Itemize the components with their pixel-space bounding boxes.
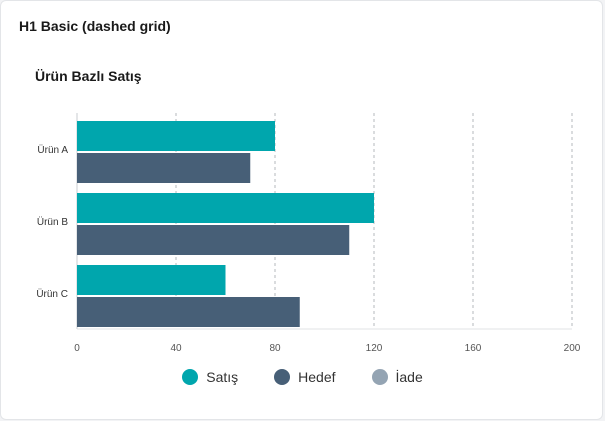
legend-item[interactable]: Hedef [274,369,336,385]
labels-layer: Ürün Bazlı Satış 0 40 80 120 160 200 Ürün A Ürün… [35,68,581,354]
card-title: H1 Basic (dashed grid) [19,18,171,34]
chart-title: Ürün Bazlı Satış [35,68,142,84]
bars-layer [77,121,374,327]
x-tick-label: 40 [170,343,182,354]
bar[interactable] [77,297,300,327]
legend-swatch [371,369,388,385]
x-tick-label: 0 [74,343,80,354]
x-tick-label: 80 [269,343,281,354]
chart-legend: Satış Hedef İade [1,369,604,385]
category-label: Ürün C [36,288,68,300]
x-tick-label: 200 [564,343,581,354]
category-label: Ürün A [37,144,68,156]
legend-item[interactable]: Satış [182,369,238,385]
bar[interactable] [77,225,350,255]
legend-swatch [274,369,291,385]
legend-label: İade [395,369,423,385]
category-label: Ürün B [37,216,68,228]
legend-label: Satış [206,369,239,385]
legend-label: Hedef [298,369,336,385]
bar[interactable] [77,121,275,151]
bar[interactable] [77,265,226,295]
x-tick-label: 160 [465,343,482,354]
bar[interactable] [77,193,374,223]
legend-swatch [182,369,199,385]
legend-item[interactable]: İade [371,369,423,385]
bar[interactable] [77,153,251,183]
x-tick-label: 120 [366,343,383,354]
